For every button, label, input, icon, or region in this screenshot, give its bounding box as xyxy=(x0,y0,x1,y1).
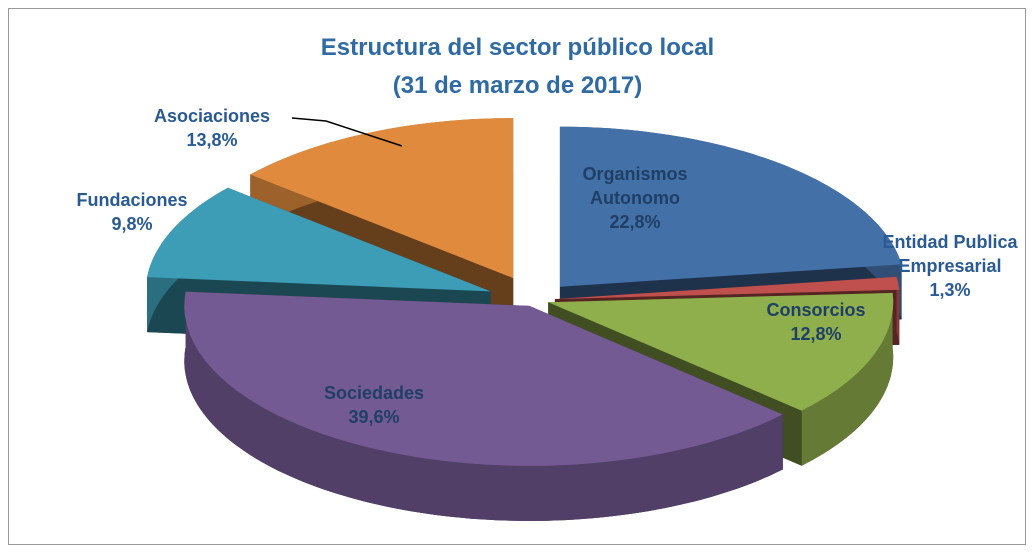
slice-top xyxy=(548,292,894,411)
data-label: Entidad Publica Empresarial 1,3% xyxy=(865,230,1035,302)
category-label: Organismos Autonomo xyxy=(582,164,688,208)
slice-top xyxy=(559,126,902,287)
slice-top xyxy=(554,276,900,300)
leader-line xyxy=(291,117,403,147)
category-label: Asociaciones xyxy=(153,106,271,126)
data-label: Fundaciones 9,8% xyxy=(76,188,187,236)
slice-side xyxy=(801,292,894,466)
value-label: 12,8% xyxy=(790,324,842,344)
slice-side xyxy=(896,276,900,345)
value-label: 9,8% xyxy=(111,214,153,234)
chart-title: Estructura del sector público local xyxy=(320,34,715,61)
chart-frame xyxy=(8,8,1026,545)
data-label: Organismos Autonomo 22,8% xyxy=(565,162,705,234)
slice xyxy=(184,291,783,521)
value-label: 22,8% xyxy=(609,212,661,232)
data-label: Sociedades 39,6% xyxy=(324,381,424,429)
value-label: 13,8% xyxy=(186,130,238,150)
data-label: Asociaciones 13,8% xyxy=(154,104,270,152)
slice-top xyxy=(184,291,783,466)
slice-top xyxy=(147,187,491,292)
category-label: Consorcios xyxy=(766,300,866,320)
chart-subtitle: (31 de marzo de 2017) xyxy=(392,72,643,99)
category-label: Fundaciones xyxy=(76,190,188,210)
value-label: 39,6% xyxy=(348,407,400,427)
data-label: Consorcios 12,8% xyxy=(766,298,865,346)
slice-top xyxy=(250,118,514,279)
category-label: Sociedades xyxy=(323,383,425,403)
value-label: 1,3% xyxy=(929,280,971,300)
category-label: Entidad Publica Empresarial xyxy=(882,232,1018,276)
slice-side xyxy=(184,291,783,521)
